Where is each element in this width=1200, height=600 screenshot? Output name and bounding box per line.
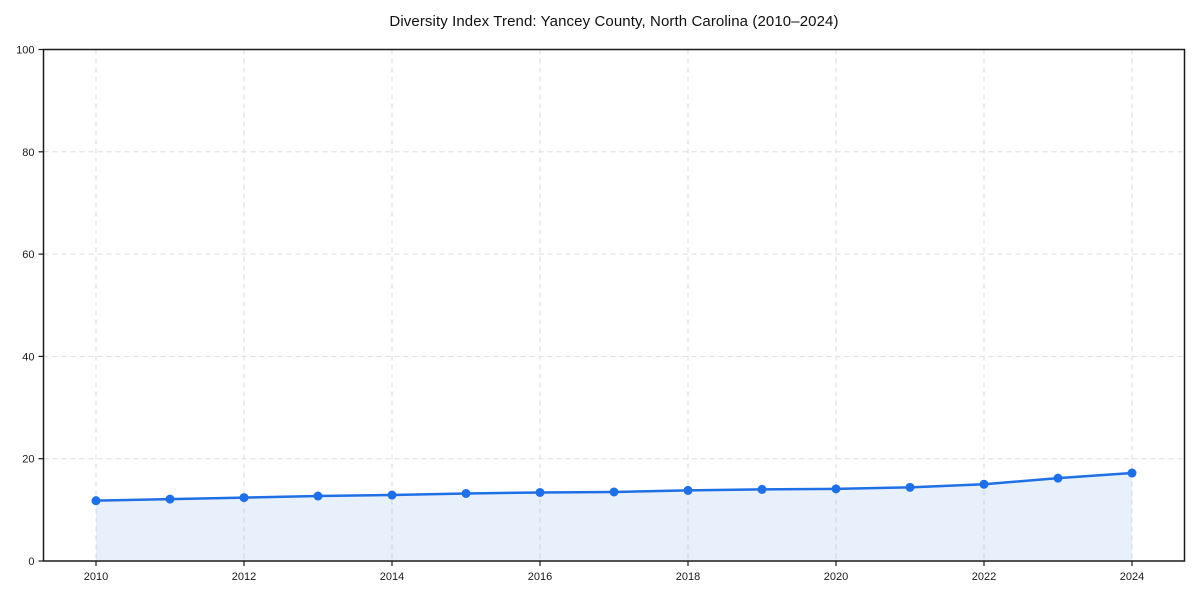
x-tick-label: 2022 <box>972 571 996 583</box>
data-point <box>165 494 175 504</box>
chart-title: Diversity Index Trend: Yancey County, No… <box>389 13 839 30</box>
data-point <box>1127 468 1137 478</box>
x-tick-label: 2016 <box>528 571 552 583</box>
data-point <box>387 490 397 500</box>
data-point <box>1053 473 1063 483</box>
x-tick-label: 2014 <box>380 571 404 583</box>
data-point <box>831 484 841 494</box>
y-tick-label: 0 <box>28 556 34 568</box>
data-point <box>609 487 619 497</box>
data-point <box>461 488 471 498</box>
y-tick-label: 40 <box>22 351 34 363</box>
data-point <box>313 491 323 501</box>
plot-border <box>42 48 1186 562</box>
area-fill <box>96 473 1132 561</box>
data-point <box>683 485 693 495</box>
data-point <box>91 496 101 506</box>
x-tick-label: 2010 <box>84 571 108 583</box>
data-point <box>239 493 249 503</box>
y-tick-label: 60 <box>22 249 34 261</box>
y-tick-label: 80 <box>22 147 34 159</box>
x-tick-label: 2018 <box>676 571 700 583</box>
x-tick-label: 2020 <box>824 571 848 583</box>
data-point <box>535 487 545 497</box>
y-tick-label: 20 <box>22 454 34 466</box>
y-tick-label: 100 <box>16 45 34 57</box>
data-point <box>757 484 767 494</box>
x-tick-label: 2024 <box>1120 571 1144 583</box>
data-point <box>979 479 989 489</box>
data-point <box>905 482 915 492</box>
x-tick-label: 2012 <box>232 571 256 583</box>
